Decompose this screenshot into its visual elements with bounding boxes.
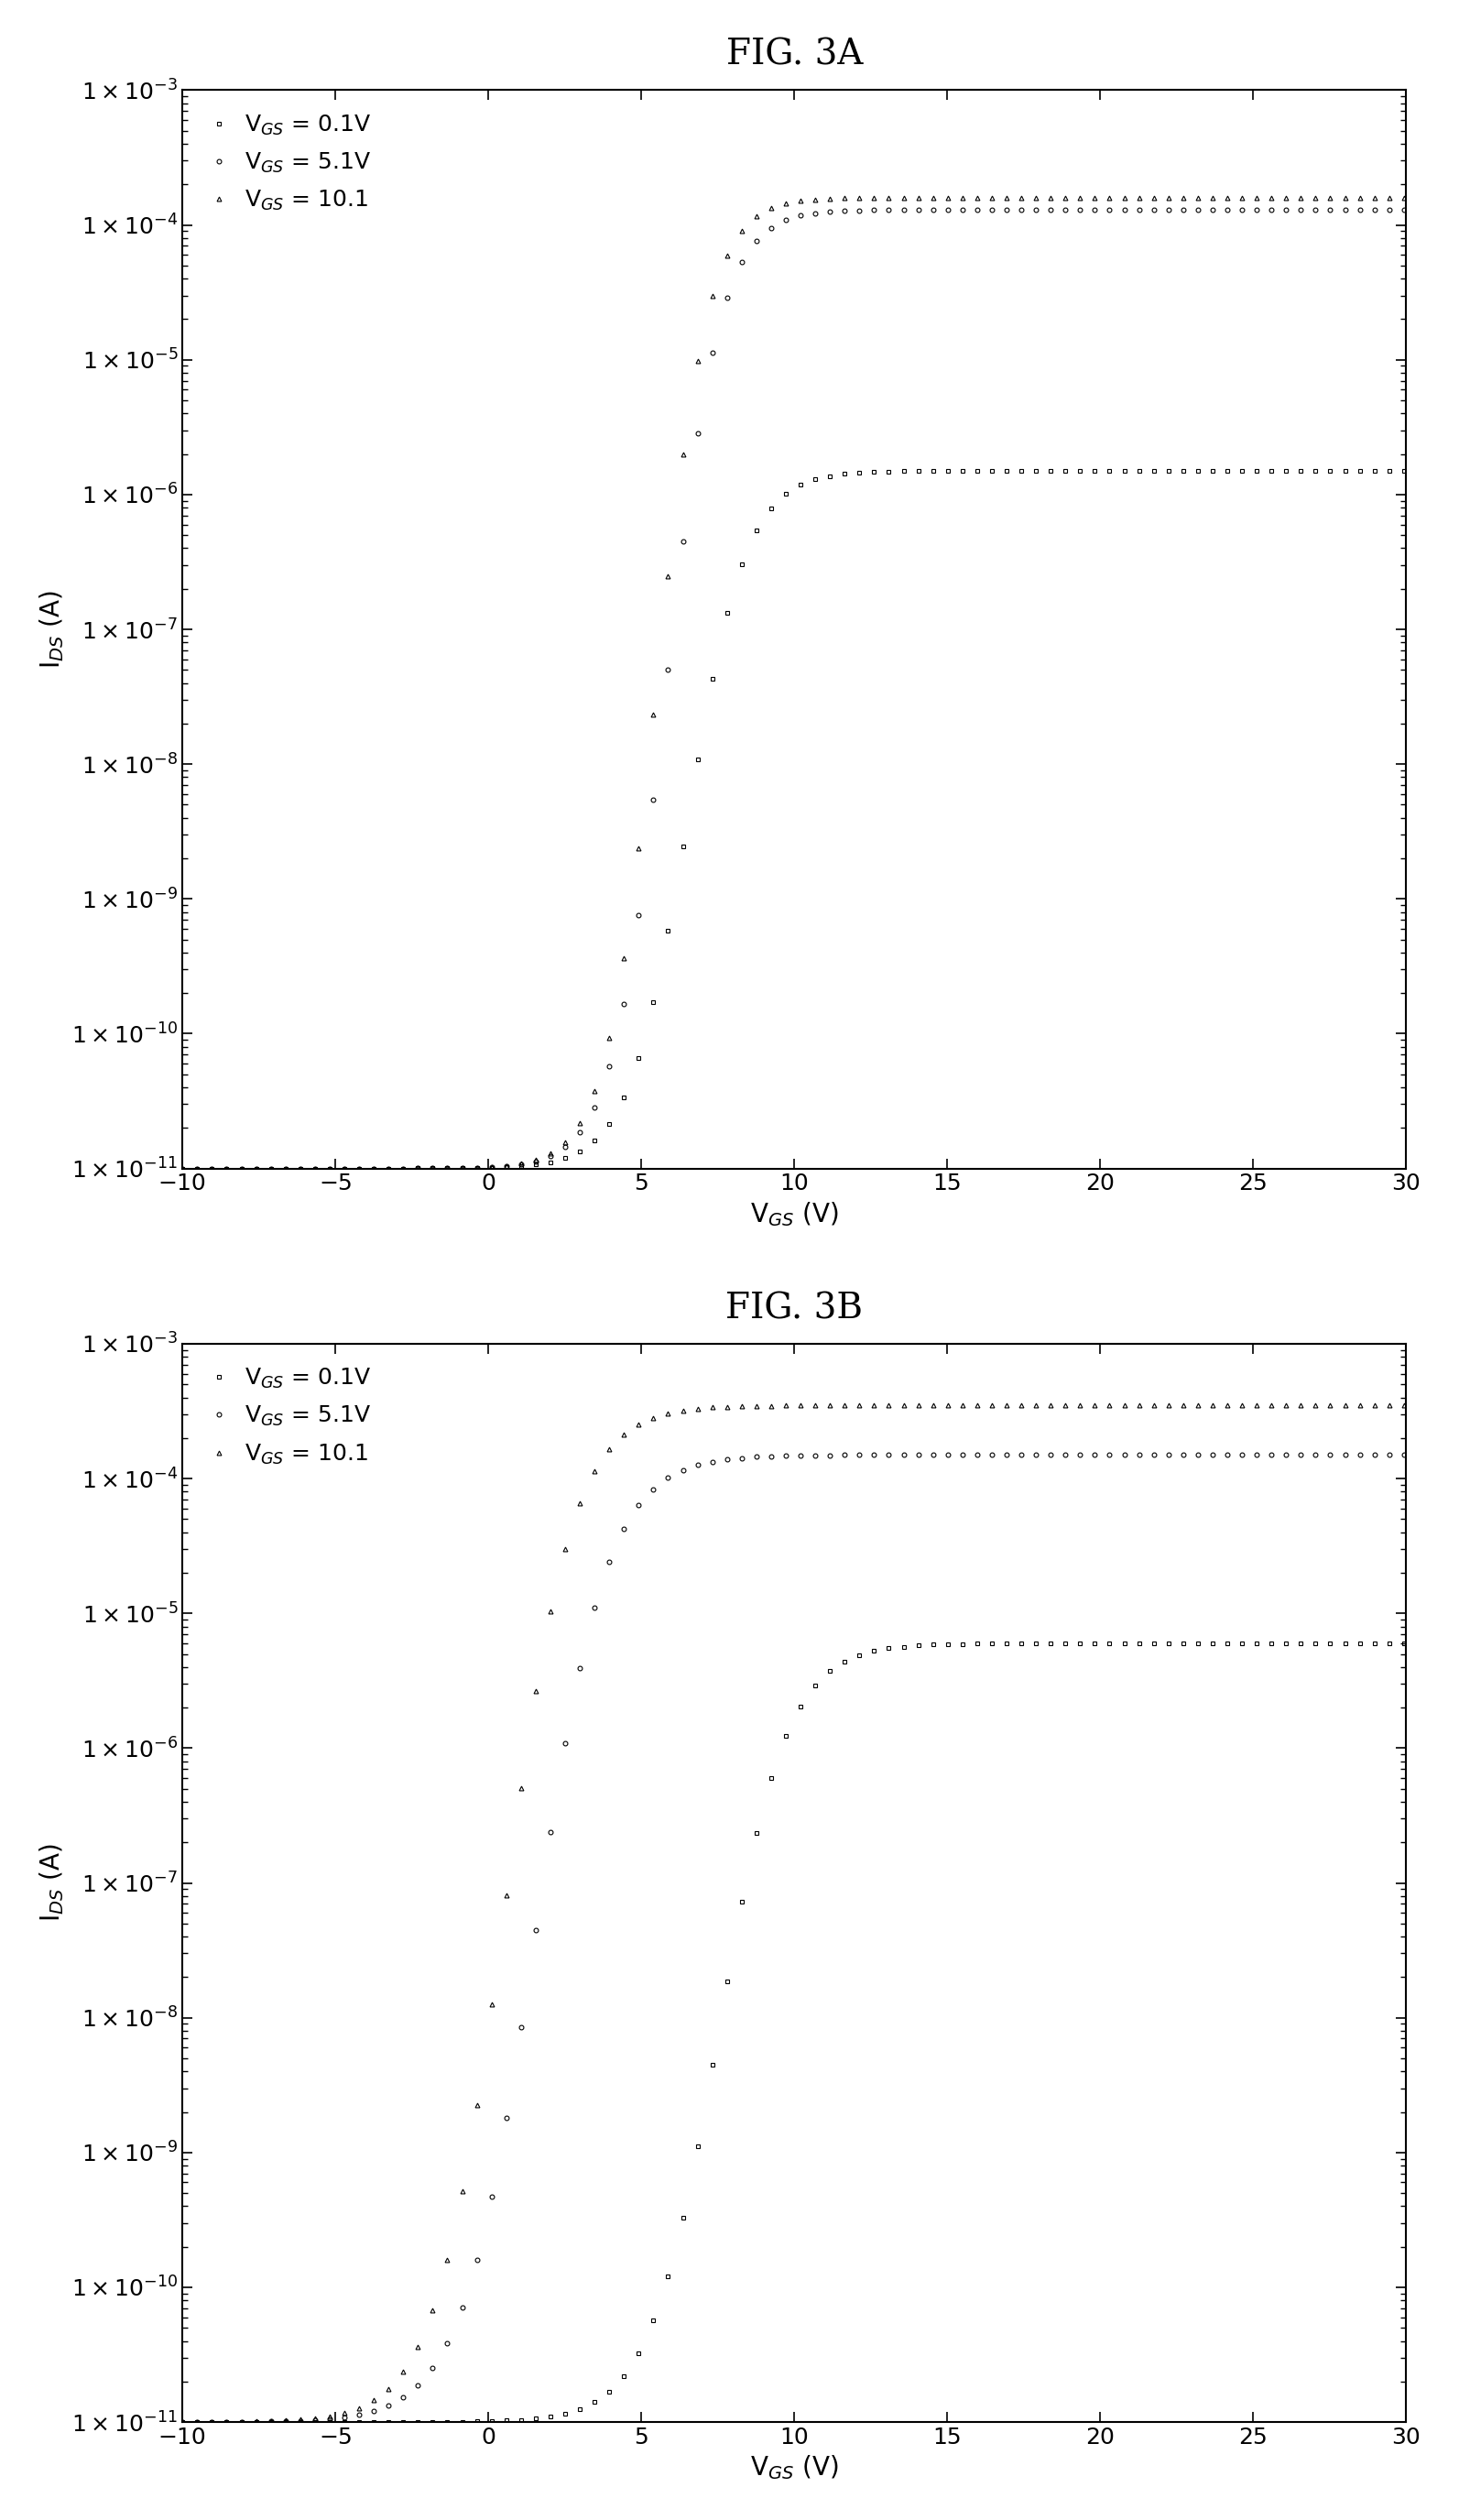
Line: V$_{GS}$ = 10.1: V$_{GS}$ = 10.1 <box>181 1404 1408 2424</box>
V$_{GS}$ = 0.1V <box>763 1764 781 1794</box>
V$_{GS}$ = 5.1V <box>836 1439 854 1469</box>
V$_{GS}$ = 5.1V <box>836 197 854 227</box>
V$_{GS}$ = 0.1V <box>754 1789 772 1819</box>
V$_{GS}$ = 5.1V <box>1369 1439 1386 1469</box>
Y-axis label: I$_{DS}$ (A): I$_{DS}$ (A) <box>38 590 66 668</box>
V$_{GS}$ = 10.1 <box>763 1391 781 1421</box>
V$_{GS}$ = 0.1V <box>1177 456 1195 486</box>
V$_{GS}$ = 5.1V <box>174 2407 191 2437</box>
X-axis label: V$_{GS}$ (V): V$_{GS}$ (V) <box>750 2454 839 2482</box>
V$_{GS}$ = 10.1 <box>754 197 772 227</box>
Title: FIG. 3A: FIG. 3A <box>727 38 862 73</box>
V$_{GS}$ = 10.1 <box>1369 181 1386 212</box>
V$_{GS}$ = 5.1V <box>1398 194 1415 224</box>
Legend: V$_{GS}$ = 0.1V, V$_{GS}$ = 5.1V, V$_{GS}$ = 10.1: V$_{GS}$ = 0.1V, V$_{GS}$ = 5.1V, V$_{GS… <box>194 101 382 224</box>
V$_{GS}$ = 10.1 <box>174 2407 191 2437</box>
V$_{GS}$ = 5.1V <box>754 219 772 249</box>
V$_{GS}$ = 5.1V <box>1177 1439 1195 1469</box>
Y-axis label: I$_{DS}$ (A): I$_{DS}$ (A) <box>38 1845 66 1923</box>
V$_{GS}$ = 5.1V <box>902 1439 919 1469</box>
V$_{GS}$ = 10.1 <box>754 1391 772 1421</box>
Line: V$_{GS}$ = 0.1V: V$_{GS}$ = 0.1V <box>181 469 1408 1172</box>
V$_{GS}$ = 10.1 <box>763 194 781 224</box>
V$_{GS}$ = 0.1V <box>836 459 854 489</box>
Line: V$_{GS}$ = 5.1V: V$_{GS}$ = 5.1V <box>181 207 1408 1172</box>
V$_{GS}$ = 0.1V <box>1398 1628 1415 1658</box>
V$_{GS}$ = 0.1V <box>1369 1628 1386 1658</box>
V$_{GS}$ = 10.1 <box>1177 181 1195 212</box>
V$_{GS}$ = 0.1V <box>1398 456 1415 486</box>
V$_{GS}$ = 5.1V <box>1369 194 1386 224</box>
V$_{GS}$ = 0.1V <box>754 504 772 534</box>
X-axis label: V$_{GS}$ (V): V$_{GS}$ (V) <box>750 1200 839 1227</box>
V$_{GS}$ = 5.1V <box>174 1154 191 1184</box>
V$_{GS}$ = 5.1V <box>763 212 781 242</box>
Line: V$_{GS}$ = 0.1V: V$_{GS}$ = 0.1V <box>181 1641 1408 2424</box>
V$_{GS}$ = 0.1V <box>1369 456 1386 486</box>
V$_{GS}$ = 10.1 <box>1398 1391 1415 1421</box>
Title: FIG. 3B: FIG. 3B <box>725 1293 864 1326</box>
V$_{GS}$ = 0.1V <box>836 1646 854 1676</box>
V$_{GS}$ = 5.1V <box>1398 1439 1415 1469</box>
V$_{GS}$ = 10.1 <box>1177 1391 1195 1421</box>
V$_{GS}$ = 0.1V <box>174 1154 191 1184</box>
V$_{GS}$ = 10.1 <box>1369 1391 1386 1421</box>
V$_{GS}$ = 0.1V <box>902 1630 919 1661</box>
V$_{GS}$ = 0.1V <box>1177 1628 1195 1658</box>
Line: V$_{GS}$ = 5.1V: V$_{GS}$ = 5.1V <box>181 1452 1408 2424</box>
V$_{GS}$ = 0.1V <box>763 494 781 524</box>
V$_{GS}$ = 0.1V <box>902 456 919 486</box>
V$_{GS}$ = 0.1V <box>174 2407 191 2437</box>
V$_{GS}$ = 5.1V <box>754 1441 772 1472</box>
V$_{GS}$ = 10.1 <box>836 1391 854 1421</box>
V$_{GS}$ = 10.1 <box>902 181 919 212</box>
V$_{GS}$ = 5.1V <box>902 194 919 224</box>
V$_{GS}$ = 10.1 <box>1398 181 1415 212</box>
Line: V$_{GS}$ = 10.1: V$_{GS}$ = 10.1 <box>181 194 1408 1172</box>
V$_{GS}$ = 5.1V <box>763 1441 781 1472</box>
V$_{GS}$ = 10.1 <box>902 1391 919 1421</box>
V$_{GS}$ = 10.1 <box>836 184 854 214</box>
V$_{GS}$ = 10.1 <box>174 1154 191 1184</box>
V$_{GS}$ = 5.1V <box>1177 194 1195 224</box>
Legend: V$_{GS}$ = 0.1V, V$_{GS}$ = 5.1V, V$_{GS}$ = 10.1: V$_{GS}$ = 0.1V, V$_{GS}$ = 5.1V, V$_{GS… <box>194 1356 382 1477</box>
